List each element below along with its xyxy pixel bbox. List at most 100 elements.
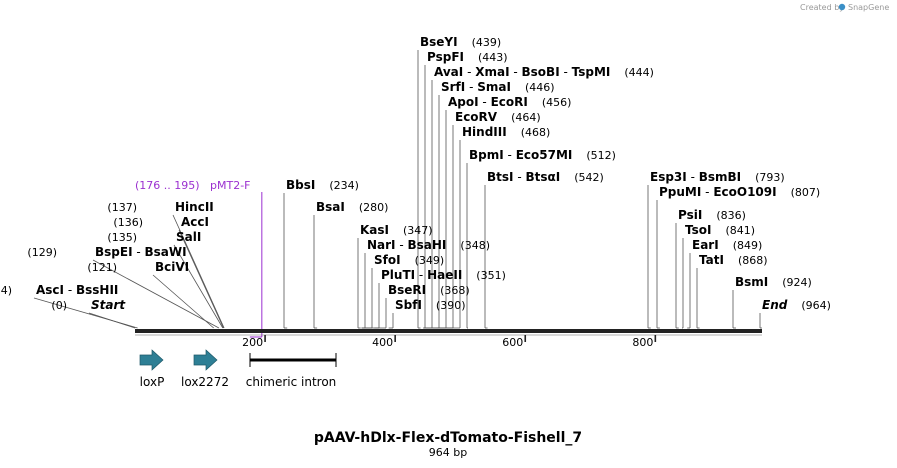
map-length: 964 bp [429, 446, 467, 459]
enzyme-name: EcoRV [455, 110, 498, 124]
site-bseyi: BseYI (439) [417, 35, 502, 329]
site-psii: PsiI (836) [675, 208, 746, 329]
site-position: (129) [27, 246, 57, 259]
enzyme-names: BseYI [420, 35, 458, 49]
snapgene-logo-icon [838, 3, 846, 11]
site-sfoi: SfoI (349) [361, 253, 445, 329]
map-title: pAAV-hDlx-Flex-dTomato-Fishell_7 [314, 430, 582, 446]
site-position: (347) [403, 224, 433, 237]
site-position: (121) [87, 261, 117, 274]
primer-pmt2-f: (176 .. 195) pMT2-F [135, 179, 263, 338]
feature-label: loxP [140, 375, 165, 389]
feature-label: lox2272 [181, 375, 229, 389]
site-sali: (135) SalI [107, 230, 224, 329]
credit-prefix: Created by [800, 3, 844, 12]
site-tati: TatI (868) [696, 253, 768, 329]
tick-label: 600 [502, 336, 523, 349]
site-apoi-ecori: ApoI - EcoRI (456) [431, 95, 571, 329]
enzyme-names: AscI - BssHII [36, 283, 118, 297]
feature-label: chimeric intron [246, 375, 337, 389]
site-position: (464) [511, 111, 541, 124]
enzyme-name: SmaI [477, 80, 511, 94]
scale-tick: 400 [372, 335, 396, 349]
enzyme-name: BsoBI [522, 65, 560, 79]
enzyme-names: SbfI [395, 298, 422, 312]
site-sbfi: SbfI (390) [388, 298, 466, 329]
enzyme-name: HaeII [427, 268, 462, 282]
site-position: (348) [460, 239, 490, 252]
enzyme-names: AccI [181, 215, 209, 229]
site-position: (468) [521, 126, 551, 139]
site-avai-xmai-bsobi-tspmi: AvaI - XmaI - BsoBI - TspMI (444) [423, 65, 654, 329]
enzyme-names: BseRI [388, 283, 426, 297]
tick-label: 800 [632, 336, 653, 349]
site-position: (390) [436, 299, 466, 312]
site-position: (351) [476, 269, 506, 282]
enzyme-names: SfoI [374, 253, 401, 267]
site-acci: (136) AccI [113, 215, 224, 329]
site-position: (443) [478, 51, 508, 64]
site-position: (349) [415, 254, 445, 267]
enzyme-names: BspEI - BsaWI [95, 245, 187, 259]
site-hindiii: HindIII (468) [439, 125, 551, 329]
enzyme-name: TspMI [572, 65, 611, 79]
enzyme-name: BsaI [316, 200, 345, 214]
site-position: (964) [801, 299, 831, 312]
enzyme-name: Eco57MI [516, 148, 573, 162]
site-bseri: BseRI (368) [374, 283, 470, 329]
site-start: (0) Start [51, 298, 136, 329]
site-position: (135) [107, 231, 137, 244]
enzyme-name: EarI [692, 238, 719, 252]
enzyme-name: XmaI [475, 65, 509, 79]
enzyme-names: BtsI - BtsαI [487, 170, 560, 184]
site-position: (807) [791, 186, 821, 199]
site-tsoi: TsoI (841) [681, 223, 755, 329]
site-position: (368) [440, 284, 470, 297]
enzyme-names: PpuMI - EcoO109I [659, 185, 777, 199]
site-srfi-smai: SrfI - SmaI (446) [425, 80, 555, 329]
enzyme-name: SrfI [441, 80, 465, 94]
primer-name: pMT2-F [210, 179, 251, 192]
site-nari-bsahi: NarI - BsaHI (348) [361, 238, 490, 329]
enzyme-name: TsoI [685, 223, 711, 237]
enzyme-name: BtsαI [525, 170, 560, 184]
site-btsi-btsαi: BtsI - BtsαI (542) [484, 170, 604, 329]
site-position: (542) [574, 171, 604, 184]
site-position: (836) [716, 209, 746, 222]
site-esp3i-bsmbi: Esp3I - BsmBI (793) [647, 170, 785, 329]
enzyme-names: KasI [360, 223, 389, 237]
site-bbsi: BbsI (234) [283, 178, 359, 329]
enzyme-names: TatI [699, 253, 724, 267]
site-position: (234) [329, 179, 359, 192]
site-position: (444) [624, 66, 654, 79]
site-position: (280) [359, 201, 389, 214]
tick-label: 400 [372, 336, 393, 349]
enzyme-names: SalI [176, 230, 201, 244]
site-end: End (964) [759, 298, 831, 329]
enzyme-names: NarI - BsaHI [367, 238, 446, 252]
enzyme-names: EarI [692, 238, 719, 252]
enzyme-name: ApoI [448, 95, 479, 109]
site-position: (868) [738, 254, 768, 267]
enzyme-name: AccI [181, 215, 209, 229]
enzyme-name: KasI [360, 223, 389, 237]
site-pspfi: PspFI (443) [423, 50, 508, 329]
site-position: (136) [113, 216, 143, 229]
enzyme-names: PsiI [678, 208, 702, 222]
scale-tick: 800 [632, 335, 657, 349]
enzyme-names: End [762, 298, 788, 312]
enzyme-names: BbsI [286, 178, 315, 192]
site-position: (137) [107, 201, 137, 214]
enzyme-name: BciVI [155, 260, 189, 274]
site-position: (924) [782, 276, 812, 289]
enzyme-names: PspFI [427, 50, 464, 64]
enzyme-name: HincII [175, 200, 214, 214]
enzyme-names: Start [91, 298, 126, 312]
site-position: (849) [733, 239, 763, 252]
site-position: (439) [472, 36, 502, 49]
enzyme-name: BsmBI [699, 170, 741, 184]
enzyme-name: Start [91, 298, 126, 312]
enzyme-names: HindIII [462, 125, 507, 139]
enzyme-names: BsmI [735, 275, 768, 289]
